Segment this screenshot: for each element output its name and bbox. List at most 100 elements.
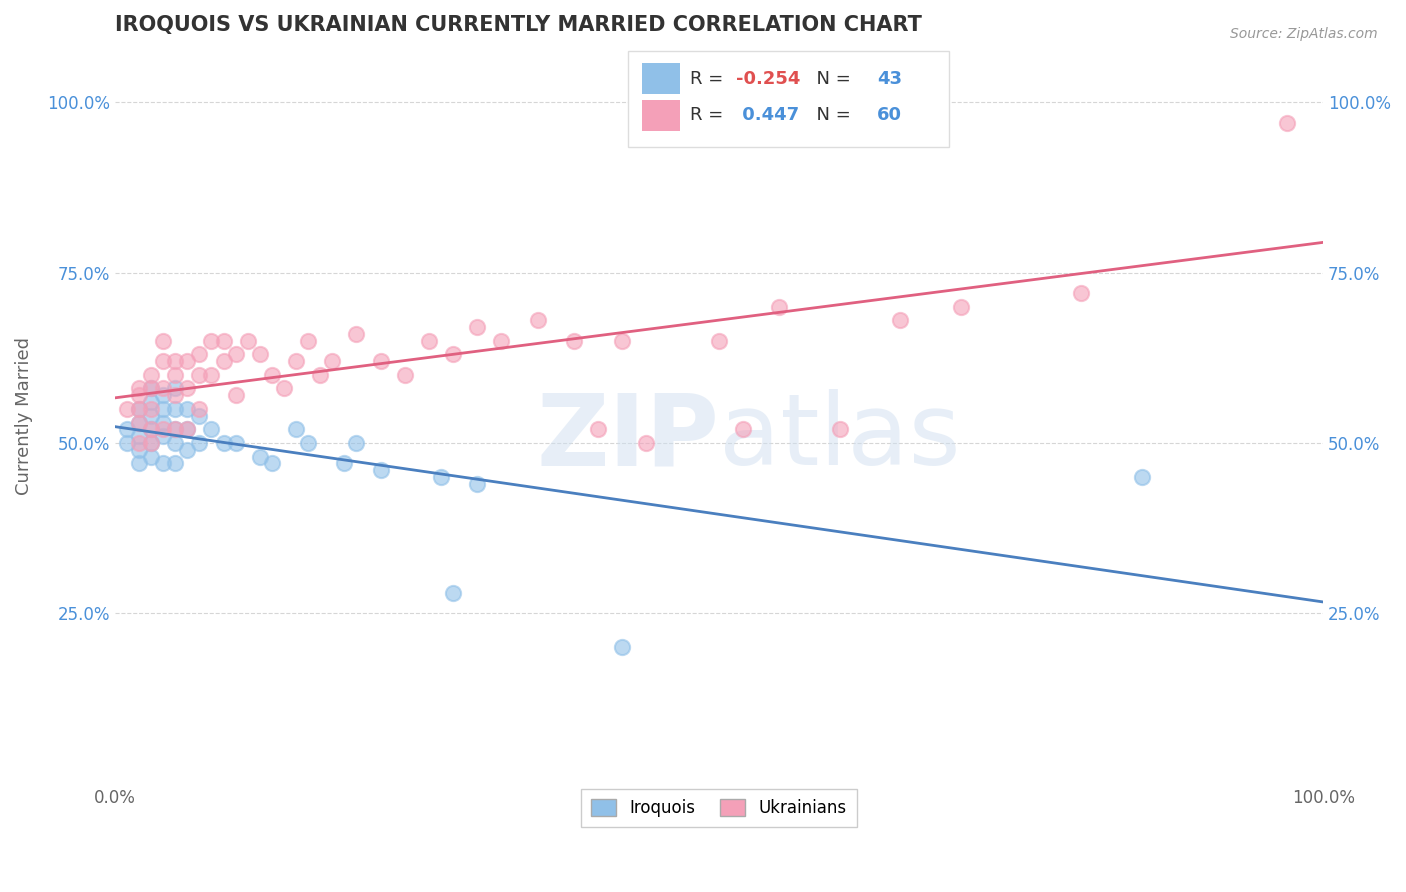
Point (562, 334, 585, 348)
Point (273, 381, 295, 395)
Point (188, 409, 211, 423)
Point (236, 334, 259, 348)
Point (260, 457, 283, 471)
Point (586, 422, 609, 436)
Point (200, 368, 222, 382)
Point (526, 313, 548, 327)
Point (176, 401, 198, 416)
Point (128, 381, 150, 395)
Text: ZIP: ZIP (536, 389, 718, 486)
Legend: Iroquois, Ukrainians: Iroquois, Ukrainians (581, 789, 856, 827)
Text: 0.447: 0.447 (735, 106, 799, 124)
Point (309, 368, 332, 382)
Point (1275, 115, 1298, 129)
Text: R =: R = (690, 106, 728, 124)
Point (225, 388, 247, 402)
Point (200, 422, 222, 436)
Point (1070, 286, 1092, 301)
Point (370, 463, 392, 477)
Point (152, 422, 174, 436)
Point (441, 347, 464, 361)
Point (152, 334, 174, 348)
Point (249, 450, 271, 464)
Point (212, 334, 235, 348)
Text: 43: 43 (877, 70, 903, 87)
Point (165, 401, 187, 416)
Point (707, 334, 730, 348)
Point (321, 354, 343, 368)
Point (176, 442, 198, 457)
Point (188, 347, 211, 361)
Point (152, 457, 174, 471)
Point (128, 442, 150, 457)
Point (297, 436, 319, 450)
Point (176, 422, 198, 436)
Point (128, 457, 150, 471)
Point (441, 586, 464, 600)
Point (139, 450, 162, 464)
Point (225, 436, 247, 450)
Point (152, 429, 174, 443)
Point (165, 381, 187, 395)
Point (636, 436, 658, 450)
Point (768, 300, 790, 314)
Point (139, 409, 162, 423)
Point (733, 422, 755, 436)
Text: N =: N = (804, 106, 856, 124)
Point (768, 115, 790, 129)
Point (165, 457, 187, 471)
Point (188, 401, 211, 416)
Point (465, 476, 488, 491)
Point (165, 368, 187, 382)
Point (165, 354, 187, 368)
Point (139, 436, 162, 450)
Point (188, 368, 211, 382)
Point (128, 416, 150, 430)
Point (152, 381, 174, 395)
Point (418, 334, 440, 348)
Point (128, 429, 150, 443)
FancyBboxPatch shape (641, 63, 681, 94)
Text: Source: ZipAtlas.com: Source: ZipAtlas.com (1230, 27, 1378, 41)
Point (212, 354, 235, 368)
Point (115, 436, 138, 450)
Point (139, 422, 162, 436)
Point (612, 334, 634, 348)
Point (225, 347, 247, 361)
Point (152, 388, 174, 402)
Point (128, 436, 150, 450)
Point (612, 640, 634, 655)
FancyBboxPatch shape (628, 52, 949, 147)
Point (128, 416, 150, 430)
Point (200, 334, 222, 348)
Point (176, 422, 198, 436)
Point (152, 401, 174, 416)
Point (139, 401, 162, 416)
Text: -0.254: -0.254 (735, 70, 800, 87)
Text: 60: 60 (877, 106, 903, 124)
Text: IROQUOIS VS UKRAINIAN CURRENTLY MARRIED CORRELATION CHART: IROQUOIS VS UKRAINIAN CURRENTLY MARRIED … (115, 15, 921, 35)
Point (139, 368, 162, 382)
Point (260, 368, 283, 382)
Text: R =: R = (690, 70, 728, 87)
Text: N =: N = (804, 70, 856, 87)
Point (212, 436, 235, 450)
Point (297, 334, 319, 348)
Point (165, 422, 187, 436)
Point (152, 354, 174, 368)
Point (889, 313, 911, 327)
Point (165, 388, 187, 402)
Point (188, 436, 211, 450)
Point (370, 354, 392, 368)
Point (346, 436, 368, 450)
FancyBboxPatch shape (641, 100, 681, 131)
Point (115, 422, 138, 436)
Point (128, 401, 150, 416)
Point (139, 381, 162, 395)
Point (949, 300, 972, 314)
Point (394, 368, 416, 382)
Point (346, 326, 368, 341)
Point (465, 320, 488, 334)
Point (165, 422, 187, 436)
Point (128, 388, 150, 402)
